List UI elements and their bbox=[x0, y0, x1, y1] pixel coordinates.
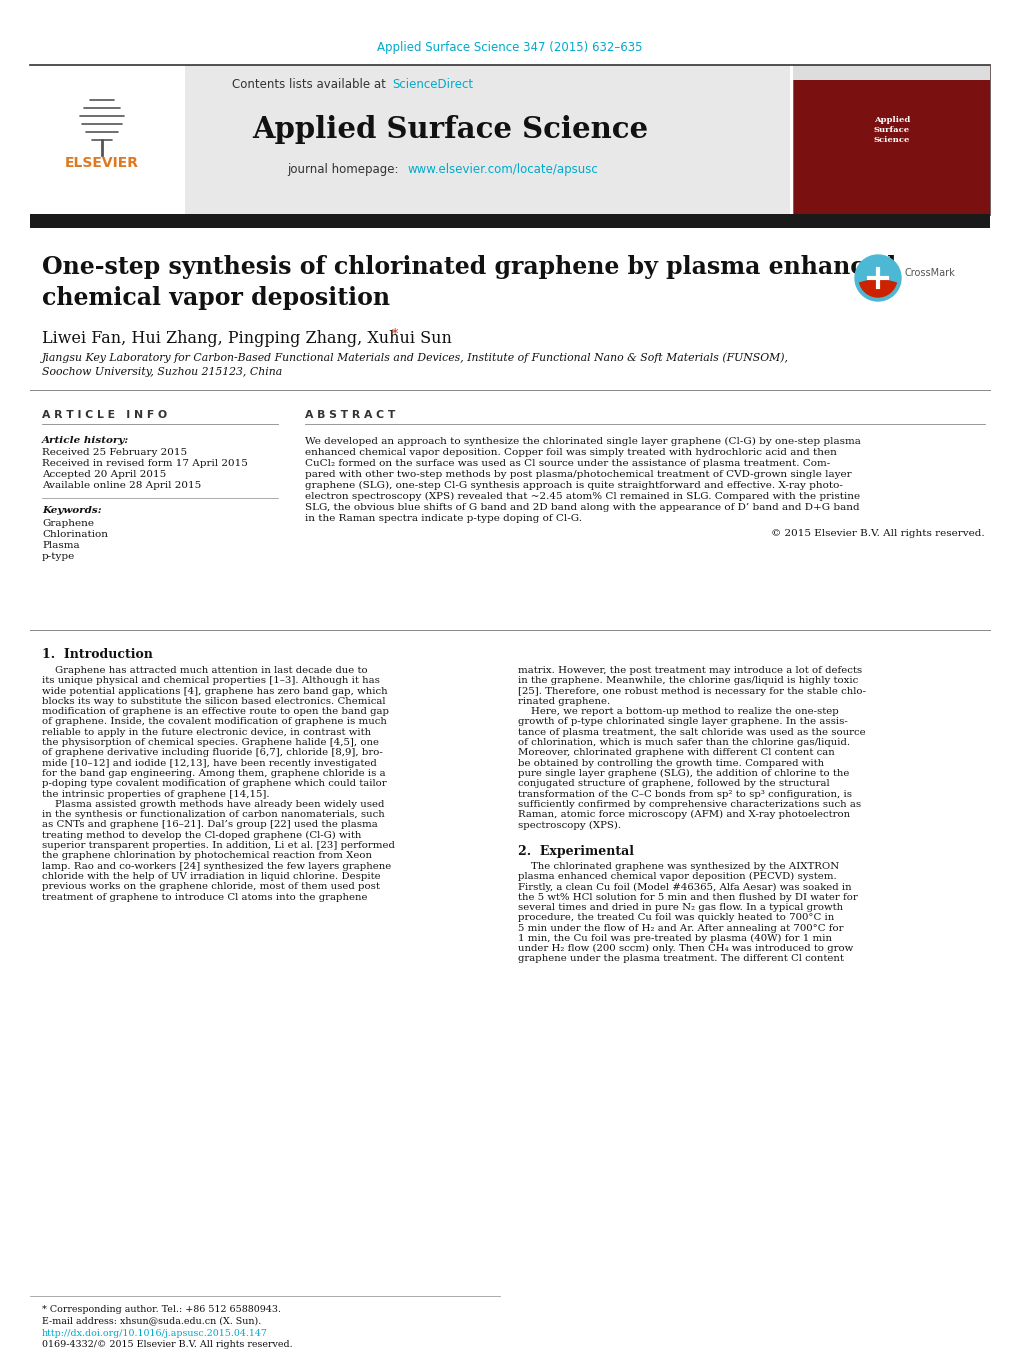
Text: previous works on the graphene chloride, most of them used post: previous works on the graphene chloride,… bbox=[42, 882, 379, 892]
Text: The chlorinated graphene was synthesized by the AIXTRON: The chlorinated graphene was synthesized… bbox=[518, 862, 839, 871]
Text: 1 min, the Cu foil was pre-treated by plasma (40W) for 1 min: 1 min, the Cu foil was pre-treated by pl… bbox=[518, 934, 832, 943]
Text: ScienceDirect: ScienceDirect bbox=[391, 78, 473, 92]
Text: Here, we report a bottom-up method to realize the one-step: Here, we report a bottom-up method to re… bbox=[518, 707, 838, 716]
Text: 0169-4332/© 2015 Elsevier B.V. All rights reserved.: 0169-4332/© 2015 Elsevier B.V. All right… bbox=[42, 1340, 292, 1350]
Text: of chlorination, which is much safer than the chlorine gas/liquid.: of chlorination, which is much safer tha… bbox=[518, 738, 849, 747]
Text: Received in revised form 17 April 2015: Received in revised form 17 April 2015 bbox=[42, 459, 248, 467]
Text: in the Raman spectra indicate p-type doping of Cl-G.: in the Raman spectra indicate p-type dop… bbox=[305, 513, 582, 523]
FancyBboxPatch shape bbox=[792, 65, 989, 80]
Text: Article history:: Article history: bbox=[42, 436, 129, 444]
Text: under H₂ flow (200 sccm) only. Then CH₄ was introduced to grow: under H₂ flow (200 sccm) only. Then CH₄ … bbox=[518, 944, 853, 954]
Text: several times and dried in pure N₂ gas flow. In a typical growth: several times and dried in pure N₂ gas f… bbox=[518, 902, 843, 912]
Text: for the band gap engineering. Among them, graphene chloride is a: for the band gap engineering. Among them… bbox=[42, 769, 385, 778]
Text: Keywords:: Keywords: bbox=[42, 507, 102, 515]
Text: Moreover, chlorinated graphene with different Cl content can: Moreover, chlorinated graphene with diff… bbox=[518, 748, 834, 758]
Text: enhanced chemical vapor deposition. Copper foil was simply treated with hydrochl: enhanced chemical vapor deposition. Copp… bbox=[305, 449, 836, 457]
Text: conjugated structure of graphene, followed by the structural: conjugated structure of graphene, follow… bbox=[518, 780, 828, 788]
Text: journal homepage:: journal homepage: bbox=[286, 163, 401, 177]
Text: the graphene chlorination by photochemical reaction from Xeon: the graphene chlorination by photochemic… bbox=[42, 851, 372, 861]
Text: treatment of graphene to introduce Cl atoms into the graphene: treatment of graphene to introduce Cl at… bbox=[42, 893, 367, 901]
Text: Received 25 February 2015: Received 25 February 2015 bbox=[42, 449, 186, 457]
Text: CuCl₂ formed on the surface was used as Cl source under the assistance of plasma: CuCl₂ formed on the surface was used as … bbox=[305, 459, 829, 467]
Text: Contents lists available at: Contents lists available at bbox=[232, 78, 389, 92]
Text: Accepted 20 April 2015: Accepted 20 April 2015 bbox=[42, 470, 166, 480]
Text: mide [10–12] and iodide [12,13], have been recently investigated: mide [10–12] and iodide [12,13], have be… bbox=[42, 759, 376, 767]
Text: A B S T R A C T: A B S T R A C T bbox=[305, 409, 395, 420]
Text: One-step synthesis of chlorinated graphene by plasma enhanced
chemical vapor dep: One-step synthesis of chlorinated graphe… bbox=[42, 255, 896, 309]
Text: of graphene derivative including fluoride [6,7], chloride [8,9], bro-: of graphene derivative including fluorid… bbox=[42, 748, 382, 758]
Text: www.elsevier.com/locate/apsusc: www.elsevier.com/locate/apsusc bbox=[408, 163, 598, 177]
Text: wide potential applications [4], graphene has zero band gap, which: wide potential applications [4], graphen… bbox=[42, 686, 387, 696]
Text: Applied Surface Science: Applied Surface Science bbox=[252, 115, 647, 145]
Text: p-type: p-type bbox=[42, 553, 75, 561]
Text: matrix. However, the post treatment may introduce a lot of defects: matrix. However, the post treatment may … bbox=[518, 666, 861, 676]
Text: p-doping type covalent modification of graphene which could tailor: p-doping type covalent modification of g… bbox=[42, 780, 386, 788]
Text: the intrinsic properties of graphene [14,15].: the intrinsic properties of graphene [14… bbox=[42, 789, 269, 798]
Text: the 5 wt% HCl solution for 5 min and then flushed by DI water for: the 5 wt% HCl solution for 5 min and the… bbox=[518, 893, 857, 901]
Text: *: * bbox=[391, 328, 397, 340]
Text: superior transparent properties. In addition, Li et al. [23] performed: superior transparent properties. In addi… bbox=[42, 842, 394, 850]
Text: 5 min under the flow of H₂ and Ar. After annealing at 700°C for: 5 min under the flow of H₂ and Ar. After… bbox=[518, 924, 843, 932]
Text: Plasma assisted growth methods have already been widely used: Plasma assisted growth methods have alre… bbox=[42, 800, 384, 809]
Text: CrossMark: CrossMark bbox=[904, 267, 955, 278]
Text: SLG, the obvious blue shifts of G band and 2D band along with the appearance of : SLG, the obvious blue shifts of G band a… bbox=[305, 503, 859, 512]
Wedge shape bbox=[859, 278, 896, 297]
Text: Raman, atomic force microscopy (AFM) and X-ray photoelectron: Raman, atomic force microscopy (AFM) and… bbox=[518, 811, 849, 819]
FancyBboxPatch shape bbox=[30, 65, 184, 215]
Text: pared with other two-step methods by post plasma/photochemical treatment of CVD-: pared with other two-step methods by pos… bbox=[305, 470, 851, 480]
Text: Available online 28 April 2015: Available online 28 April 2015 bbox=[42, 481, 201, 490]
Text: graphene (SLG), one-step Cl-G synthesis approach is quite straightforward and ef: graphene (SLG), one-step Cl-G synthesis … bbox=[305, 481, 842, 490]
Text: Graphene: Graphene bbox=[42, 519, 94, 528]
Text: blocks its way to substitute the silicon based electronics. Chemical: blocks its way to substitute the silicon… bbox=[42, 697, 385, 707]
Text: E-mail address: xhsun@suda.edu.cn (X. Sun).: E-mail address: xhsun@suda.edu.cn (X. Su… bbox=[42, 1316, 261, 1325]
Text: Liwei Fan, Hui Zhang, Pingping Zhang, Xuhui Sun: Liwei Fan, Hui Zhang, Pingping Zhang, Xu… bbox=[42, 330, 451, 347]
Text: modification of graphene is an effective route to open the band gap: modification of graphene is an effective… bbox=[42, 707, 388, 716]
Text: Graphene has attracted much attention in last decade due to: Graphene has attracted much attention in… bbox=[42, 666, 367, 676]
Text: Firstly, a clean Cu foil (Model #46365, Alfa Aesar) was soaked in: Firstly, a clean Cu foil (Model #46365, … bbox=[518, 882, 851, 892]
Text: in the synthesis or functionalization of carbon nanomaterials, such: in the synthesis or functionalization of… bbox=[42, 811, 384, 819]
Text: © 2015 Elsevier B.V. All rights reserved.: © 2015 Elsevier B.V. All rights reserved… bbox=[770, 530, 984, 538]
Text: the physisorption of chemical species. Graphene halide [4,5], one: the physisorption of chemical species. G… bbox=[42, 738, 379, 747]
Text: sufficiently confirmed by comprehensive characterizations such as: sufficiently confirmed by comprehensive … bbox=[518, 800, 860, 809]
Text: growth of p-type chlorinated single layer graphene. In the assis-: growth of p-type chlorinated single laye… bbox=[518, 717, 847, 727]
FancyBboxPatch shape bbox=[792, 65, 989, 215]
Text: spectroscopy (XPS).: spectroscopy (XPS). bbox=[518, 820, 621, 830]
Text: be obtained by controlling the growth time. Compared with: be obtained by controlling the growth ti… bbox=[518, 759, 823, 767]
FancyBboxPatch shape bbox=[30, 65, 790, 215]
Text: ELSEVIER: ELSEVIER bbox=[65, 155, 139, 170]
Circle shape bbox=[854, 255, 900, 301]
Text: transformation of the C–C bonds from sp² to sp³ configuration, is: transformation of the C–C bonds from sp²… bbox=[518, 789, 851, 798]
Text: of graphene. Inside, the covalent modification of graphene is much: of graphene. Inside, the covalent modifi… bbox=[42, 717, 386, 727]
Text: Applied
Surface
Science: Applied Surface Science bbox=[873, 116, 909, 143]
Text: graphene under the plasma treatment. The different Cl content: graphene under the plasma treatment. The… bbox=[518, 955, 843, 963]
Text: Jiangsu Key Laboratory for Carbon-Based Functional Materials and Devices, Instit: Jiangsu Key Laboratory for Carbon-Based … bbox=[42, 353, 789, 377]
Text: plasma enhanced chemical vapor deposition (PECVD) system.: plasma enhanced chemical vapor depositio… bbox=[518, 873, 836, 881]
Text: in the graphene. Meanwhile, the chlorine gas/liquid is highly toxic: in the graphene. Meanwhile, the chlorine… bbox=[518, 677, 857, 685]
Text: http://dx.doi.org/10.1016/j.apsusc.2015.04.147: http://dx.doi.org/10.1016/j.apsusc.2015.… bbox=[42, 1329, 268, 1337]
Text: Applied Surface Science 347 (2015) 632–635: Applied Surface Science 347 (2015) 632–6… bbox=[377, 42, 642, 54]
Text: procedure, the treated Cu foil was quickly heated to 700°C in: procedure, the treated Cu foil was quick… bbox=[518, 913, 834, 923]
Text: Chlorination: Chlorination bbox=[42, 530, 108, 539]
Text: as CNTs and graphene [16–21]. Dal’s group [22] used the plasma: as CNTs and graphene [16–21]. Dal’s grou… bbox=[42, 820, 377, 830]
Text: 2.  Experimental: 2. Experimental bbox=[518, 844, 634, 858]
Text: rinated graphene.: rinated graphene. bbox=[518, 697, 609, 707]
Text: A R T I C L E   I N F O: A R T I C L E I N F O bbox=[42, 409, 167, 420]
Text: [25]. Therefore, one robust method is necessary for the stable chlo-: [25]. Therefore, one robust method is ne… bbox=[518, 686, 865, 696]
Text: Plasma: Plasma bbox=[42, 540, 79, 550]
Text: 1.  Introduction: 1. Introduction bbox=[42, 648, 153, 661]
Text: pure single layer graphene (SLG), the addition of chlorine to the: pure single layer graphene (SLG), the ad… bbox=[518, 769, 849, 778]
Text: tance of plasma treatment, the salt chloride was used as the source: tance of plasma treatment, the salt chlo… bbox=[518, 728, 865, 736]
Text: reliable to apply in the future electronic device, in contrast with: reliable to apply in the future electron… bbox=[42, 728, 371, 736]
FancyBboxPatch shape bbox=[30, 213, 989, 228]
Text: its unique physical and chemical properties [1–3]. Although it has: its unique physical and chemical propert… bbox=[42, 677, 379, 685]
Text: * Corresponding author. Tel.: +86 512 65880943.: * Corresponding author. Tel.: +86 512 65… bbox=[42, 1305, 280, 1315]
Text: treating method to develop the Cl-doped graphene (Cl-G) with: treating method to develop the Cl-doped … bbox=[42, 831, 361, 840]
Text: electron spectroscopy (XPS) revealed that ~2.45 atom% Cl remained in SLG. Compar: electron spectroscopy (XPS) revealed tha… bbox=[305, 492, 859, 501]
Text: chloride with the help of UV irradiation in liquid chlorine. Despite: chloride with the help of UV irradiation… bbox=[42, 871, 380, 881]
Text: lamp. Rao and co-workers [24] synthesized the few layers graphene: lamp. Rao and co-workers [24] synthesize… bbox=[42, 862, 391, 870]
Text: We developed an approach to synthesize the chlorinated single layer graphene (Cl: We developed an approach to synthesize t… bbox=[305, 436, 860, 446]
